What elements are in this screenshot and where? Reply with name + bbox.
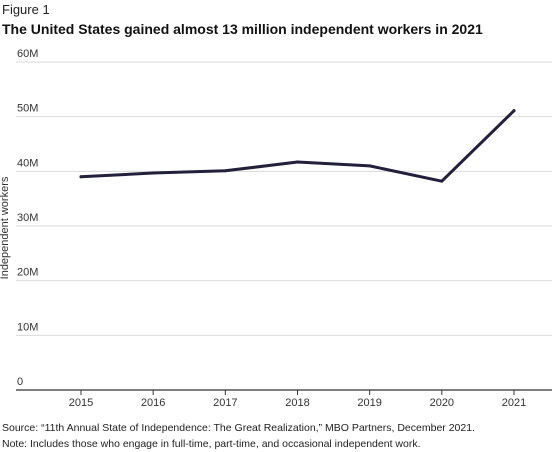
y-tick-label: 40M <box>17 157 38 169</box>
x-tick-label: 2016 <box>141 397 165 409</box>
chart-title: The United States gained almost 13 milli… <box>2 21 483 37</box>
y-tick-label: 10M <box>17 321 38 333</box>
source-notes: Source: “11th Annual State of Independen… <box>2 420 475 452</box>
data-point <box>79 175 83 179</box>
x-tick-labels: 2015 2016 2017 2018 2019 2020 2021 <box>69 390 526 409</box>
x-tick-label: 2018 <box>285 397 309 409</box>
data-point <box>440 179 444 183</box>
x-tick-label: 2021 <box>502 397 526 409</box>
x-tick-label: 2015 <box>69 397 93 409</box>
note-text: Note: Includes those who engage in full-… <box>2 438 421 450</box>
data-point <box>223 169 227 173</box>
y-tick-label: 50M <box>17 103 38 115</box>
gridlines <box>16 61 552 391</box>
figure-label: Figure 1 <box>2 2 50 17</box>
y-tick-label: 20M <box>17 267 38 279</box>
source-text: Source: “11th Annual State of Independen… <box>2 422 475 434</box>
y-axis-label: Independent workers <box>0 176 11 279</box>
y-tick-label: 0 <box>17 376 23 388</box>
x-tick-label: 2017 <box>213 397 237 409</box>
y-tick-labels: 0 10M 20M 30M 40M 50M 60M <box>17 48 38 388</box>
data-point <box>368 164 372 168</box>
y-tick-label: 30M <box>17 212 38 224</box>
series-line <box>79 109 516 183</box>
y-tick-label: 60M <box>17 48 38 60</box>
x-tick-label: 2019 <box>357 397 381 409</box>
data-point <box>296 160 299 164</box>
data-point <box>151 171 155 175</box>
x-tick-label: 2020 <box>430 397 454 409</box>
series-group <box>79 109 516 183</box>
data-point <box>512 109 516 113</box>
